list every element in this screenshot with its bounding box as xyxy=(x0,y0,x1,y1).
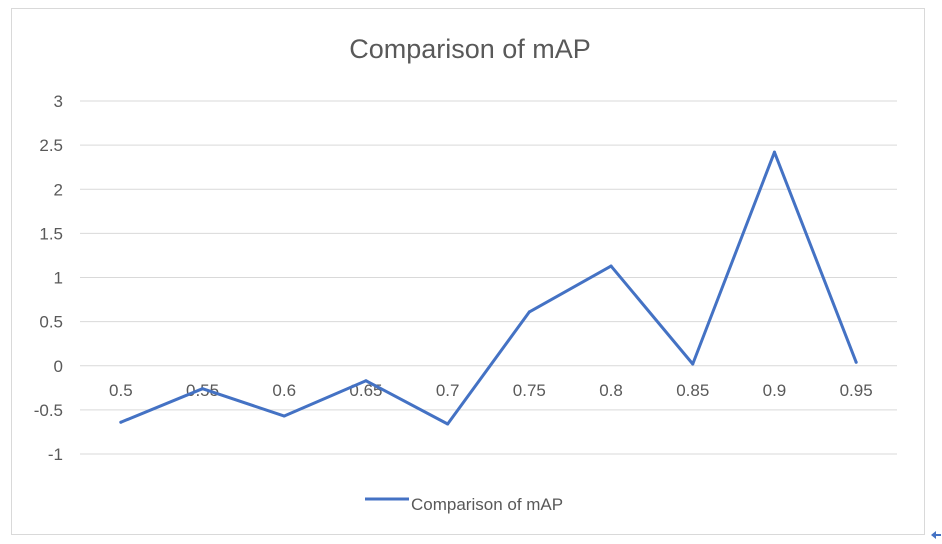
data-point xyxy=(527,310,531,314)
y-tick-label: 0.5 xyxy=(39,313,63,332)
x-tick-label: 0.95 xyxy=(840,381,873,400)
series-line xyxy=(119,150,858,426)
gridlines xyxy=(80,100,897,455)
x-tick-label: 0.75 xyxy=(513,381,546,400)
data-point xyxy=(691,362,695,366)
y-tick-label: 2 xyxy=(54,180,63,199)
data-point xyxy=(282,414,286,418)
y-tick-label: 3 xyxy=(54,92,63,111)
x-axis-tick-labels: 0.5 0.55 0.6 0.65 0.7 0.75 0.8 0.85 0.9 0.95 xyxy=(109,381,873,400)
y-tick-label: 1.5 xyxy=(39,224,63,243)
y-tick-label: 0 xyxy=(54,357,63,376)
legend-label: Comparison of mAP xyxy=(411,495,563,514)
data-point xyxy=(772,150,776,154)
y-tick-label: -1 xyxy=(48,445,63,464)
y-tick-label: 1 xyxy=(54,269,63,288)
data-point xyxy=(119,420,123,424)
x-tick-label: 0.6 xyxy=(272,381,296,400)
y-tick-label: -0.5 xyxy=(34,401,63,420)
data-point xyxy=(364,379,368,383)
x-tick-label: 0.7 xyxy=(436,381,460,400)
data-point xyxy=(854,360,858,364)
resize-arrow-icon[interactable] xyxy=(930,529,942,541)
data-point xyxy=(446,422,450,426)
series-layer xyxy=(119,150,858,426)
data-point xyxy=(609,264,613,268)
chart-frame xyxy=(11,8,925,535)
data-point xyxy=(201,387,205,391)
x-tick-label: 0.85 xyxy=(676,381,709,400)
y-axis-tick-labels: 3 2.5 2 1.5 1 0.5 0 -0.5 -1 xyxy=(34,92,63,464)
legend: Comparison of mAP xyxy=(365,495,563,514)
y-tick-label: 2.5 xyxy=(39,136,63,155)
x-tick-label: 0.5 xyxy=(109,381,133,400)
x-tick-label: 0.8 xyxy=(599,381,623,400)
x-tick-label: 0.9 xyxy=(763,381,787,400)
x-tick-label: 0.65 xyxy=(349,381,382,400)
chart-title: Comparison of mAP xyxy=(349,34,591,64)
